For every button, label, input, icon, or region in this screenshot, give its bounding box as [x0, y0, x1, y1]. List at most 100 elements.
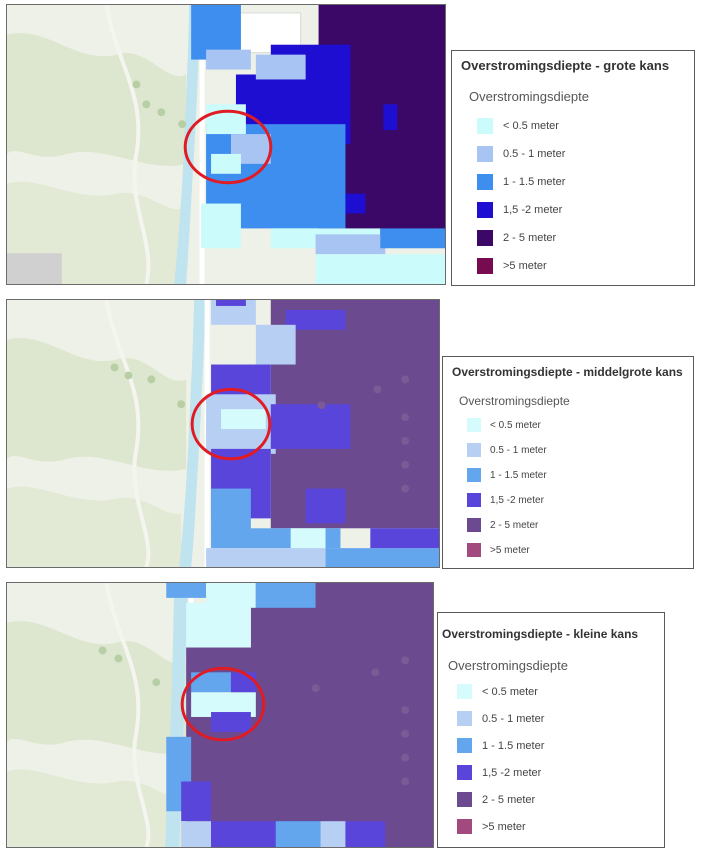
tree-dots: [132, 80, 187, 129]
flood-map-middelgrote-kans[interactable]: [6, 299, 440, 568]
legend-label: 1 - 1.5 meter: [482, 739, 545, 752]
tree-dot: [98, 646, 107, 655]
tree-dot: [178, 120, 187, 129]
legend-swatch: [477, 118, 493, 134]
legend-row: 2 - 5 meter: [467, 518, 538, 532]
legend-row: 1,5 -2 meter: [457, 765, 541, 780]
tree-dot: [401, 753, 410, 762]
tree-dot: [401, 413, 410, 422]
legend-subtitle: Overstromingsdiepte: [459, 394, 570, 408]
tree-dot: [152, 678, 161, 687]
road: [104, 583, 151, 847]
tree-dot: [124, 371, 133, 380]
flood-cell: [370, 528, 439, 549]
legend-kleine-kans: Overstromingsdiepte - kleine kans Overst…: [437, 612, 665, 848]
legend-row: < 0.5 meter: [467, 418, 541, 432]
flood-cell: [211, 364, 271, 400]
legend-swatch: [477, 174, 493, 190]
legend-row: >5 meter: [477, 258, 547, 274]
tree-dot: [401, 484, 410, 493]
legend-label: < 0.5 meter: [482, 685, 538, 698]
flood-map-grote-kans[interactable]: [6, 4, 446, 285]
tree-dot: [317, 401, 326, 410]
legend-swatch: [457, 711, 472, 726]
tree-dot: [147, 375, 156, 384]
river: [174, 5, 202, 284]
legend-label: 1,5 -2 meter: [490, 494, 544, 506]
flood-cell: [201, 203, 241, 249]
tree-dot: [142, 100, 151, 109]
tree-dot: [401, 777, 410, 786]
legend-row: 1,5 -2 meter: [477, 202, 562, 218]
tree-dot: [401, 656, 410, 665]
tree-dot: [311, 684, 320, 693]
legend-swatch: [477, 202, 493, 218]
tree-dot: [401, 375, 410, 384]
tree-dots-over: [317, 375, 410, 493]
legend-label: < 0.5 meter: [490, 419, 541, 431]
legend-row: >5 meter: [467, 543, 530, 557]
tree-dot: [114, 654, 123, 663]
tree-dot: [177, 400, 186, 409]
flood-cell: [181, 821, 212, 847]
legend-label: 1,5 -2 meter: [503, 204, 563, 216]
legend-row: 1,5 -2 meter: [467, 493, 544, 507]
tree-dot: [401, 706, 410, 715]
legend-swatch: [457, 792, 472, 807]
flood-cell: [290, 528, 326, 549]
legend-swatch: [467, 443, 481, 457]
hill-shade: [7, 621, 187, 754]
legend-swatch: [457, 684, 472, 699]
legend-row: >5 meter: [457, 819, 526, 834]
flood-cell: [211, 712, 251, 732]
legend-swatch: [467, 493, 481, 507]
flood-cell: [211, 488, 251, 534]
tree-dot: [373, 385, 382, 394]
legend-swatch: [457, 738, 472, 753]
legend-row: 0.5 - 1 meter: [457, 711, 544, 726]
legend-swatch: [477, 230, 493, 246]
flood-cell: [255, 583, 316, 608]
legend-label: 2 - 5 meter: [482, 793, 536, 806]
road: [104, 300, 151, 567]
flood-cell: [345, 193, 366, 214]
map-canvas-grote: [7, 5, 445, 284]
legend-title: Overstromingsdiepte - grote kans: [461, 58, 670, 73]
legend-swatch: [467, 418, 481, 432]
legend-label: 2 - 5 meter: [490, 519, 539, 531]
legend-label: >5 meter: [490, 544, 530, 556]
flood-cell: [206, 49, 251, 70]
legend-swatch: [457, 819, 472, 834]
tree-dot: [401, 460, 410, 469]
highlight-circle: [190, 387, 272, 461]
flood-cell: [380, 228, 445, 249]
legend-row: < 0.5 meter: [477, 118, 559, 134]
legend-label: 2 - 5 meter: [503, 232, 557, 244]
legend-label: 1 - 1.5 meter: [503, 176, 566, 188]
legend-row: 2 - 5 meter: [457, 792, 535, 807]
flood-cell: [315, 234, 386, 255]
legend-swatch: [457, 765, 472, 780]
legend-subtitle: Overstromingsdiepte: [469, 89, 589, 104]
flood-cell: [275, 821, 321, 847]
tree-dot: [132, 80, 141, 89]
legend-swatch: [467, 468, 481, 482]
map-canvas-middelgrote: [7, 300, 439, 567]
legend-row: 1 - 1.5 meter: [467, 468, 547, 482]
tree-dot: [110, 363, 119, 372]
flood-cell: [186, 602, 251, 648]
legend-grote-kans: Overstromingsdiepte - grote kans Overstr…: [451, 50, 695, 286]
flood-cell: [221, 409, 266, 430]
legend-row: 0.5 - 1 meter: [467, 443, 547, 457]
flood-cells: [166, 583, 433, 847]
flood-cell: [255, 324, 296, 365]
legend-label: 1 - 1.5 meter: [490, 469, 547, 481]
flood-cell: [181, 781, 212, 822]
flood-map-kleine-kans[interactable]: [6, 582, 434, 848]
flood-cell: [315, 254, 445, 284]
tree-dot: [157, 108, 166, 117]
highlight-circle: [180, 666, 266, 742]
flood-cell: [216, 300, 246, 306]
flood-cell: [305, 488, 346, 524]
flood-cell: [230, 672, 256, 693]
